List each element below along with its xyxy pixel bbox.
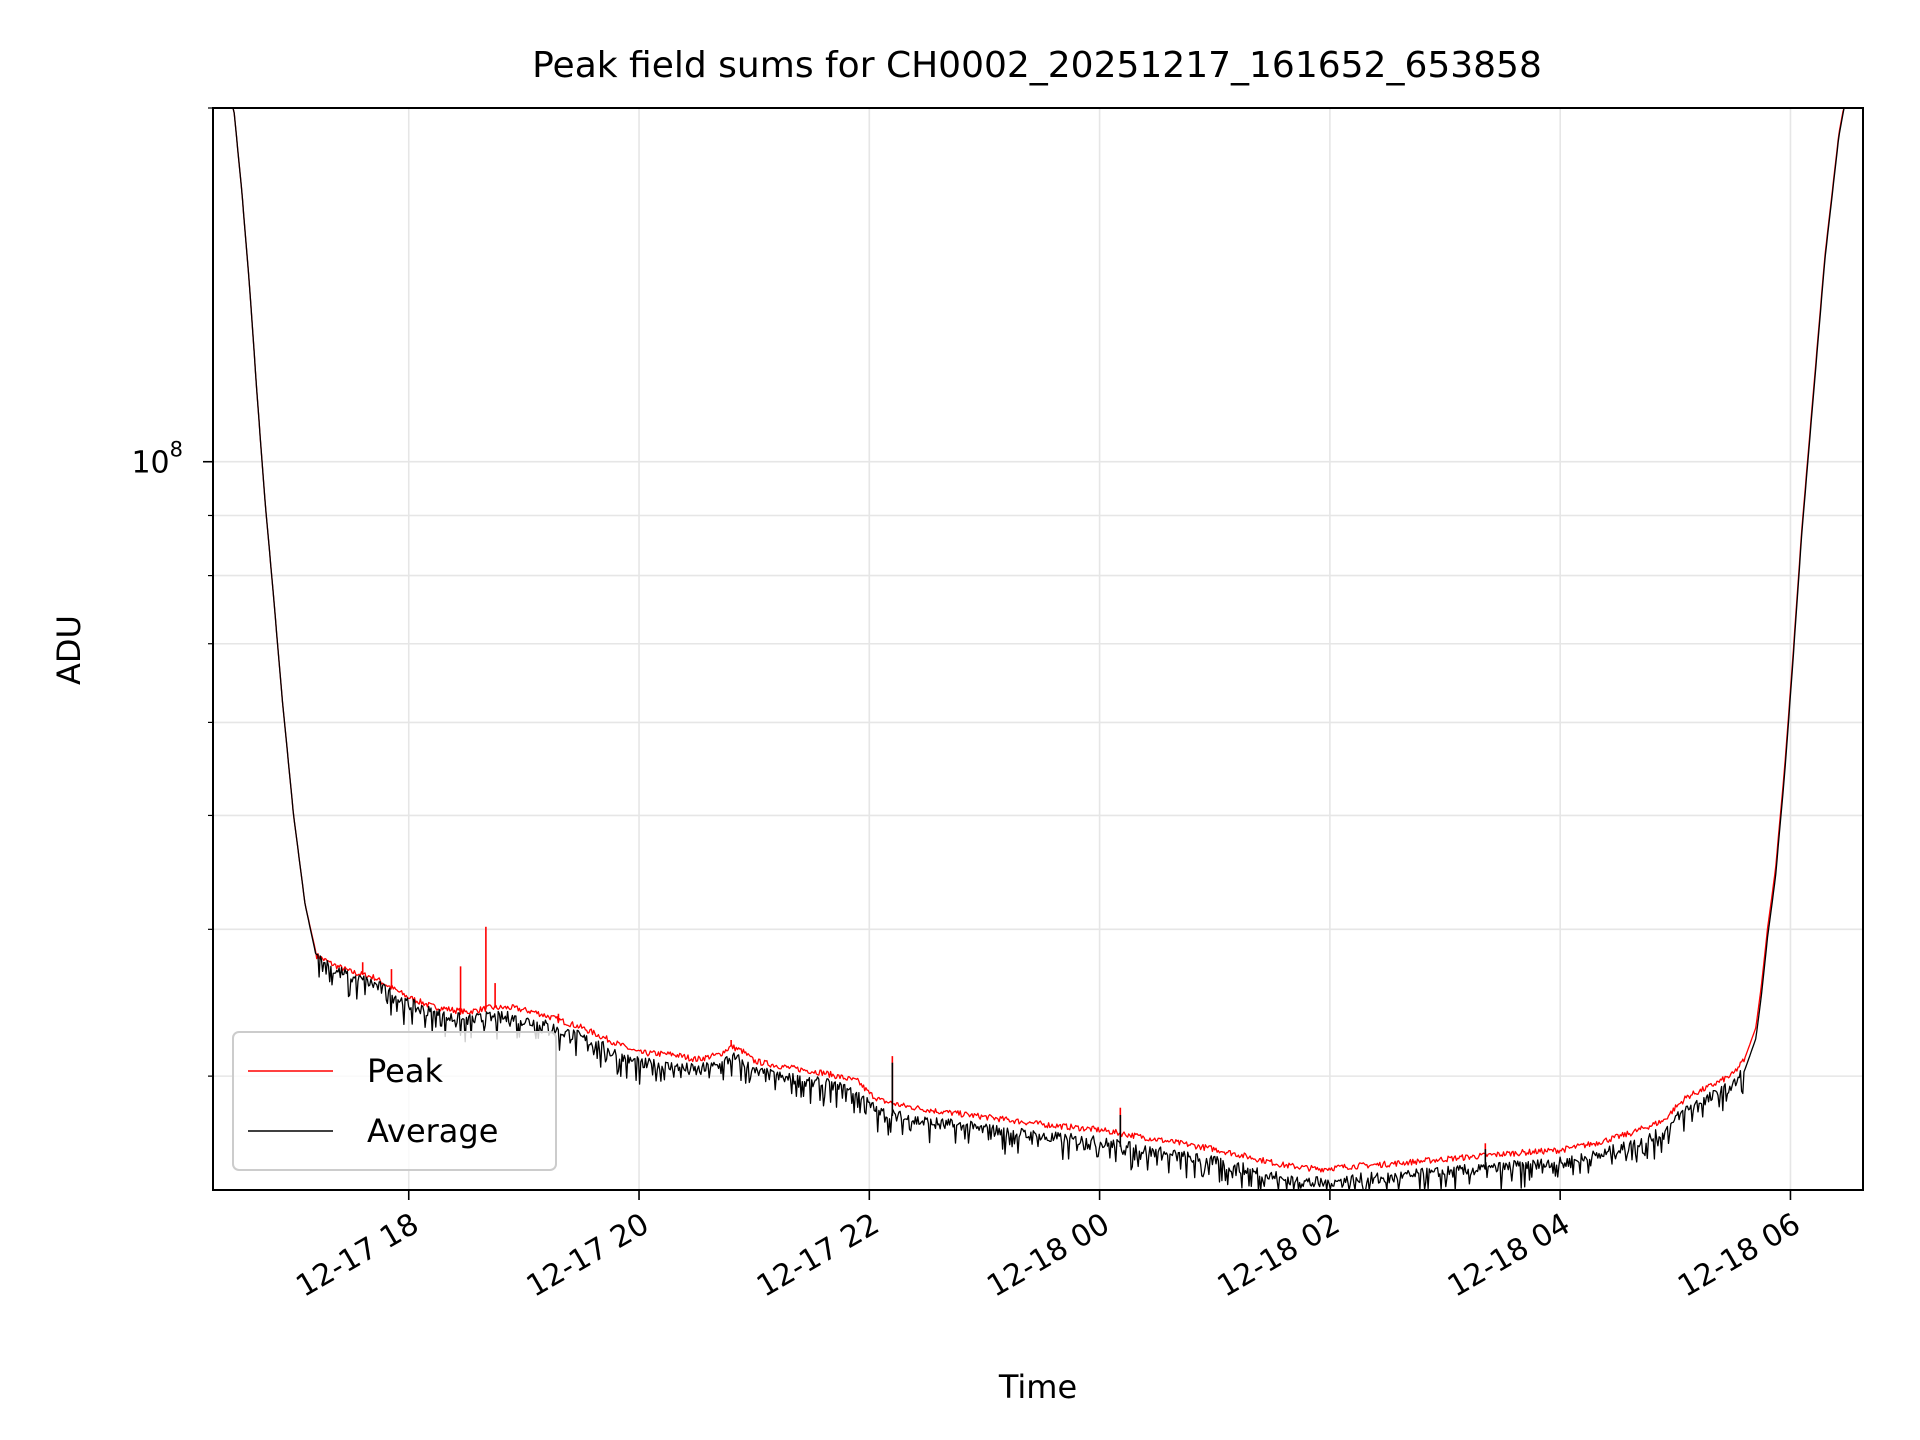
y-axis-label: ADU bbox=[50, 615, 88, 685]
plot-frame bbox=[212, 107, 1864, 1191]
series-layer bbox=[213, 108, 1863, 1190]
series-line-peak bbox=[213, 108, 1863, 1173]
y-tick-label-exponent: 8 bbox=[170, 438, 183, 462]
series-line-average bbox=[213, 108, 1863, 1190]
legend-box bbox=[232, 1031, 557, 1171]
grid bbox=[213, 107, 1863, 1190]
x-axis-label: Time bbox=[998, 1368, 1077, 1406]
legend-label-average: Average bbox=[367, 1112, 498, 1150]
legend-label-peak: Peak bbox=[367, 1052, 443, 1090]
chart-title: Peak field sums for CH0002_20251217_1616… bbox=[532, 45, 1542, 86]
legend: Peak Average bbox=[232, 1031, 557, 1171]
